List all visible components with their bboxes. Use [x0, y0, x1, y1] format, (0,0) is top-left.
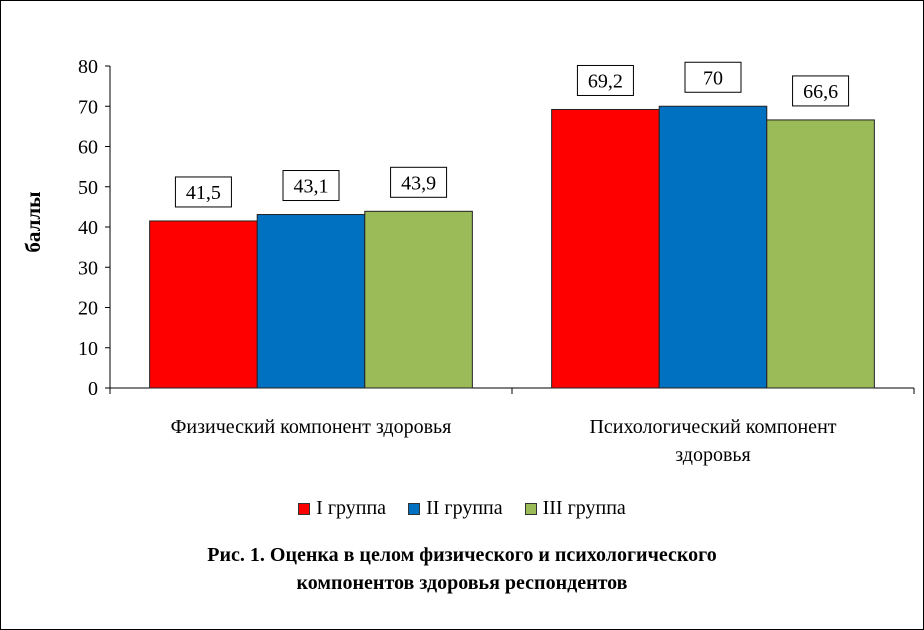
y-tick-label: 60 — [78, 137, 98, 159]
figure-caption: Рис. 1. Оценка в целом физического и пси… — [1, 541, 923, 597]
data-label: 43,9 — [401, 172, 436, 194]
x-tick-label: здоровья — [675, 444, 750, 466]
y-tick-label: 20 — [78, 298, 98, 320]
data-label-box — [174, 176, 232, 208]
legend-label: I группа — [316, 497, 387, 519]
y-tick-label: 10 — [78, 338, 98, 360]
legend-swatch — [524, 502, 537, 515]
bar — [658, 105, 768, 389]
data-label-box — [576, 64, 634, 96]
bar — [364, 210, 473, 389]
caption-line-2: компонентов здоровья респондентов — [296, 572, 628, 594]
legend-item: I группа — [298, 497, 386, 520]
y-axis-title: баллы — [21, 191, 45, 252]
bar — [256, 214, 366, 389]
bar — [551, 108, 660, 389]
bar — [766, 119, 875, 389]
x-tick-label: Физический компонент здоровья — [171, 416, 452, 438]
y-tick-label: 30 — [78, 257, 98, 279]
bar-chart: 0 10 20 30 40 50 60 70 80 баллы 41,5 43,1 43,9 Физиче… — [21, 56, 915, 466]
legend-swatch — [298, 502, 311, 515]
legend-item: III группа — [524, 497, 626, 520]
x-tick-label: Психологический компонент — [589, 416, 836, 438]
bar — [149, 220, 258, 389]
legend-label: II группа — [426, 497, 503, 519]
data-label: 70 — [703, 67, 723, 89]
y-tick-label: 50 — [78, 177, 98, 199]
data-label-box — [792, 75, 850, 107]
data-label-box — [282, 170, 340, 202]
data-label: 41,5 — [186, 182, 221, 204]
y-tick-label: 80 — [78, 56, 98, 78]
legend-label: III группа — [542, 497, 626, 519]
data-label: 69,2 — [588, 70, 623, 92]
data-label: 66,6 — [803, 81, 838, 103]
legend-swatch — [408, 502, 421, 515]
data-label-box — [390, 166, 448, 198]
data-label: 43,1 — [294, 176, 329, 198]
caption-line-1: Рис. 1. Оценка в целом физического и пси… — [207, 544, 717, 566]
legend-item: II группа — [408, 497, 503, 520]
data-label-box — [684, 61, 742, 93]
y-tick-label: 70 — [78, 96, 98, 118]
y-tick-label: 0 — [88, 378, 98, 400]
y-tick-label: 40 — [78, 217, 98, 239]
legend: I группа II группа III группа — [1, 497, 923, 520]
